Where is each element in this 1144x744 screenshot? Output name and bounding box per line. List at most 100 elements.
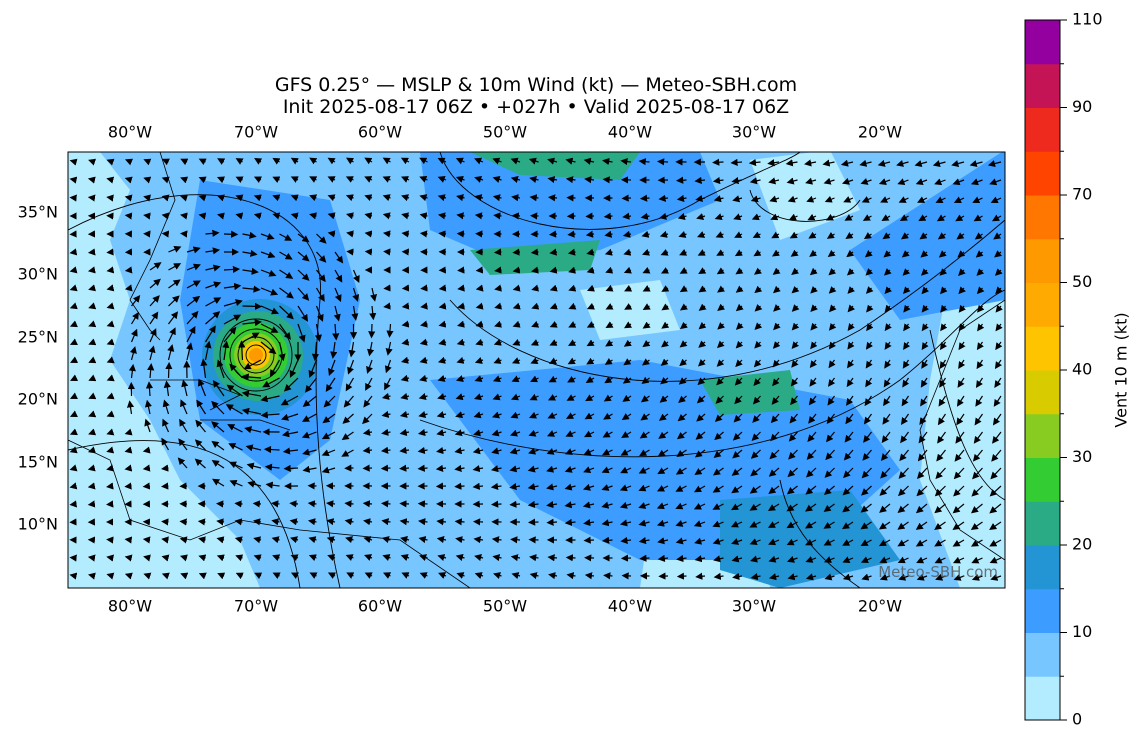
wind-arrow <box>902 286 911 295</box>
wind-arrow <box>639 431 650 439</box>
wind-arrow <box>401 194 410 202</box>
wind-arrow <box>878 178 891 185</box>
wind-arrow <box>143 572 152 580</box>
wind-arrow <box>921 359 929 369</box>
wind-arrow <box>753 249 762 257</box>
wind-arrow <box>88 284 97 292</box>
wind-arrow <box>973 214 983 222</box>
wind-arrow <box>903 341 911 350</box>
wind-arrow <box>272 572 281 580</box>
wind-arrow <box>455 175 465 183</box>
wind-arrow <box>474 212 484 220</box>
wind-arrow <box>882 413 891 425</box>
wind-arrow <box>87 464 96 472</box>
wind-arrow <box>583 448 595 456</box>
wind-arrow <box>582 483 595 491</box>
wind-arrow <box>676 176 687 184</box>
wind-arrow <box>989 539 1002 547</box>
wind-arrow <box>567 339 577 346</box>
wind-arrow <box>601 501 613 509</box>
wind-arrow <box>143 176 152 184</box>
wind-arrow <box>475 320 484 328</box>
wind-arrow <box>549 339 558 346</box>
wind-arrow <box>897 556 909 564</box>
wind-arrow <box>768 467 780 477</box>
wind-arrow <box>697 249 706 256</box>
wind-arrow <box>162 399 170 415</box>
wind-arrow <box>212 478 225 487</box>
wind-arrow <box>212 379 225 397</box>
wind-arrow <box>253 194 262 202</box>
wind-arrow <box>528 157 539 165</box>
wind-arrow <box>898 196 909 203</box>
wind-arrow <box>767 159 780 167</box>
wind-arrow <box>198 158 207 166</box>
wind-arrow <box>994 268 1003 276</box>
wind-arrow <box>932 160 946 168</box>
wind-arrow <box>69 446 78 454</box>
wind-arrow <box>307 500 317 508</box>
wind-arrow <box>364 176 373 183</box>
wind-arrow <box>124 428 133 436</box>
wind-arrow <box>418 411 428 419</box>
wind-arrow <box>106 464 115 472</box>
wind-arrow <box>994 377 1002 388</box>
wind-arrow <box>638 484 650 492</box>
wind-arrow <box>622 376 632 384</box>
wind-arrow <box>880 449 891 461</box>
wind-arrow <box>242 302 263 310</box>
wind-arrow <box>69 302 78 310</box>
wind-arrow <box>279 269 294 279</box>
wind-arrow <box>638 158 650 166</box>
wind-arrow <box>749 177 761 185</box>
wind-arrow <box>222 340 230 361</box>
wind-arrow <box>898 573 909 581</box>
wind-arrow <box>457 302 465 310</box>
wind-arrow <box>437 554 447 561</box>
colorbar-tick-label: 30 <box>1072 447 1092 466</box>
wind-arrow <box>958 323 966 332</box>
wind-arrow <box>528 447 539 455</box>
colorbar-band <box>1025 457 1060 502</box>
wind-arrow <box>657 467 669 475</box>
wind-arrow <box>309 157 318 165</box>
wind-arrow <box>881 431 891 444</box>
wind-arrow <box>245 444 262 452</box>
wind-arrow <box>272 176 281 183</box>
wind-arrow <box>989 178 1002 186</box>
wind-arrow <box>195 419 206 433</box>
wind-arrow <box>716 377 724 386</box>
wind-arrow <box>805 503 817 512</box>
wind-arrow <box>694 176 706 184</box>
wind-arrow <box>639 554 650 562</box>
wind-arrow <box>401 212 410 220</box>
colorbar-label: Vent 10 m (kt) <box>1112 312 1131 427</box>
wind-arrow <box>601 484 613 491</box>
wind-arrow <box>902 268 911 276</box>
wind-arrow <box>380 446 391 454</box>
wind-arrow <box>168 279 181 289</box>
wind-arrow <box>772 359 780 368</box>
wind-arrow <box>401 320 410 328</box>
wind-arrow <box>791 304 800 312</box>
wind-arrow <box>810 304 818 313</box>
wind-arrow <box>549 284 558 292</box>
wind-arrow <box>382 157 391 165</box>
wind-arrow <box>512 284 521 292</box>
wind-arrow <box>976 359 984 370</box>
wind-arrow <box>863 431 872 443</box>
wind-arrow <box>272 554 281 562</box>
wind-arrow <box>566 394 576 401</box>
wind-arrow <box>167 344 175 361</box>
wind-arrow <box>316 233 327 244</box>
wind-arrow <box>326 536 336 544</box>
wind-arrow <box>828 341 837 350</box>
wind-arrow <box>235 212 244 220</box>
wind-arrow <box>658 194 669 202</box>
wind-arrow <box>937 413 946 426</box>
wind-arrow <box>321 466 336 474</box>
wind-arrow <box>823 556 835 563</box>
wind-arrow <box>866 323 874 332</box>
wind-arrow <box>549 320 558 328</box>
wind-arrow <box>342 413 354 424</box>
